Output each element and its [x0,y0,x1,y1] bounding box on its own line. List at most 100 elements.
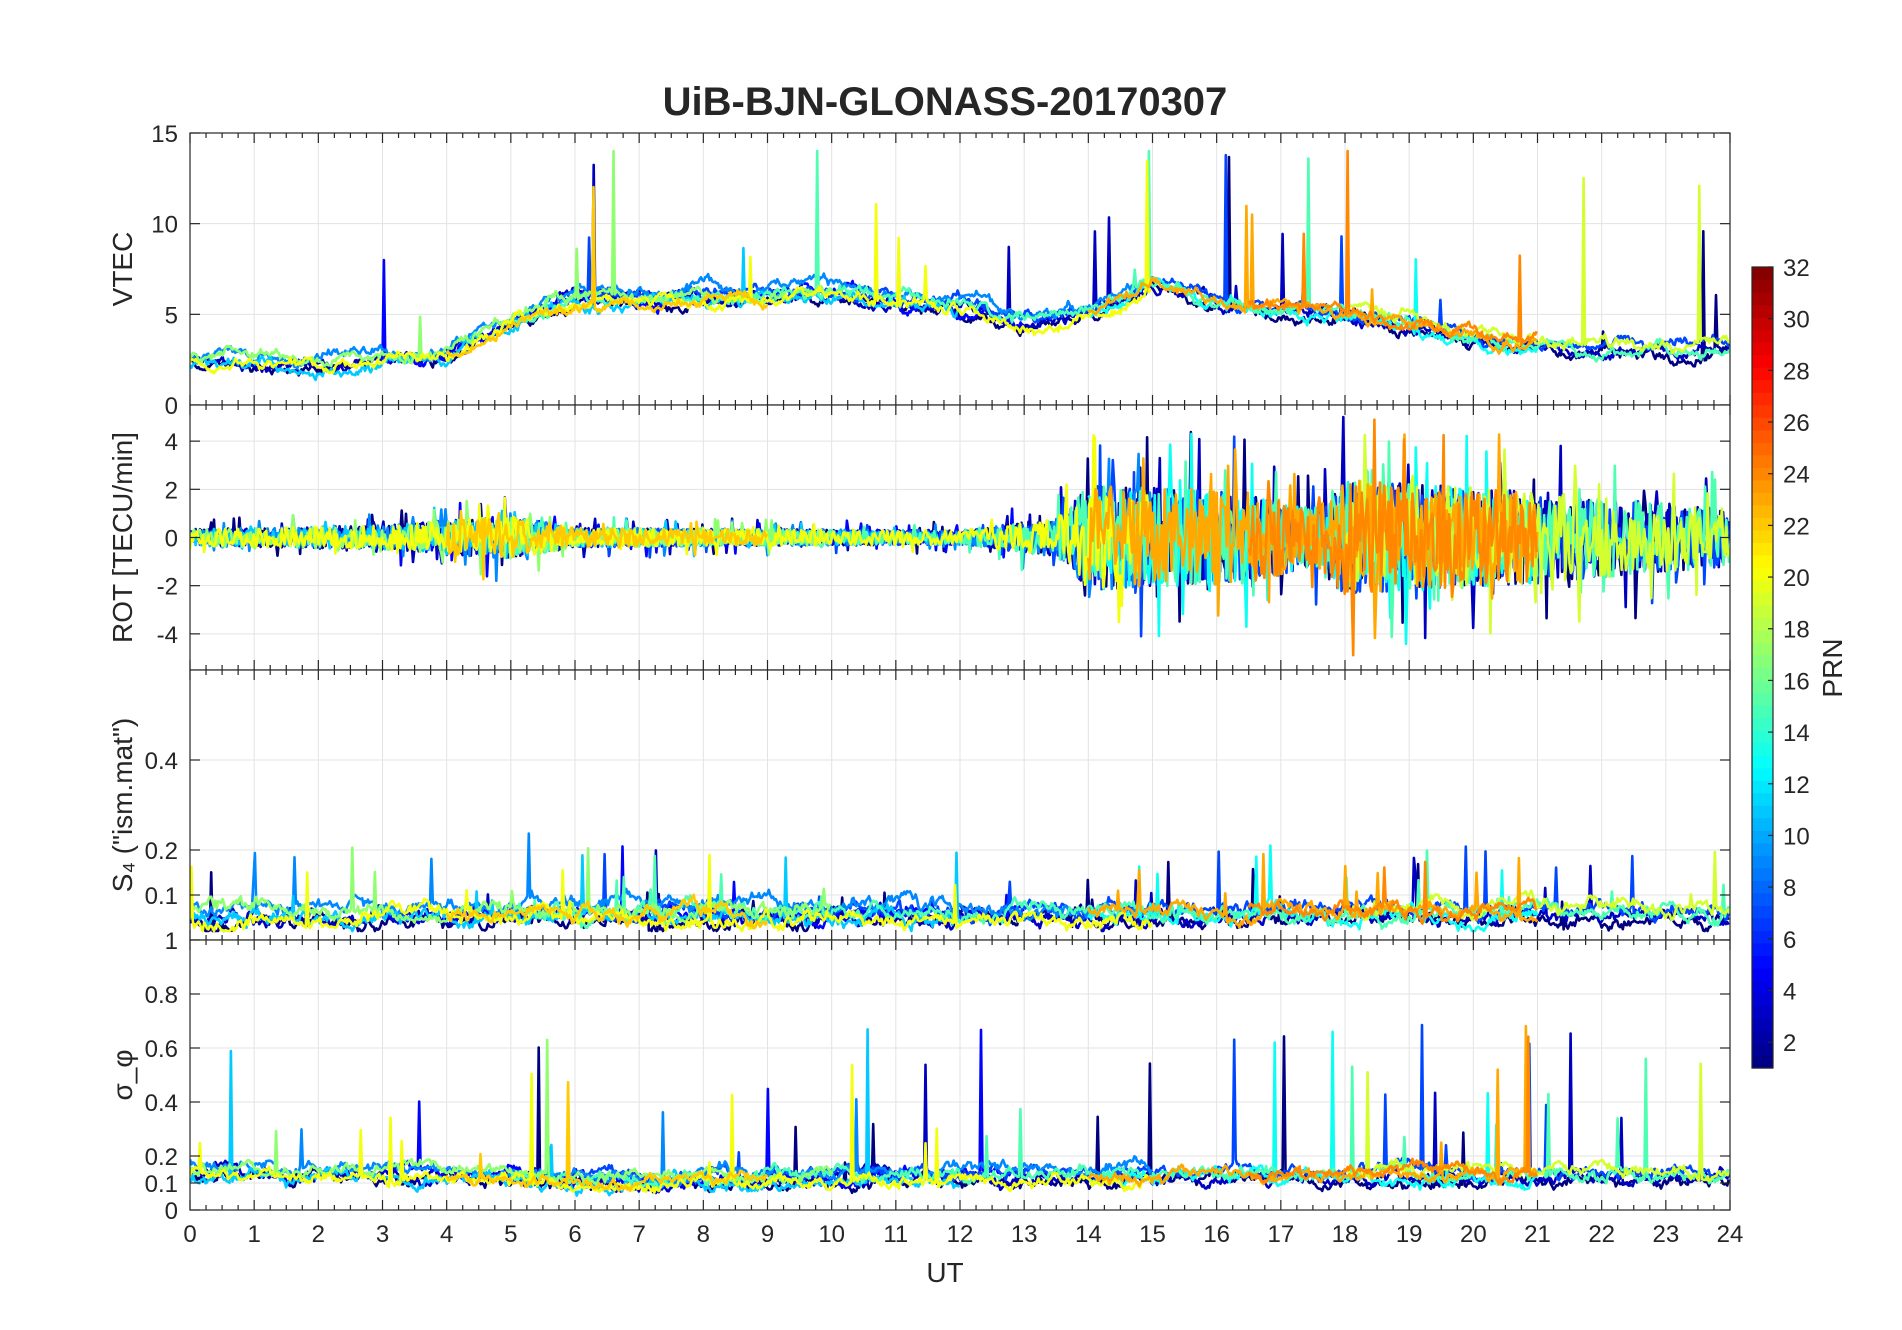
series-prn-22 [445,1080,769,1193]
colorbar-swatch [1752,767,1773,781]
x-tick-label: 16 [1203,1221,1230,1248]
colorbar-tick-label: 22 [1783,513,1810,540]
colorbar-tick-label: 30 [1783,307,1810,334]
colorbar-tick-label: 8 [1783,875,1796,902]
y-axis-label-s4: S₄ ("ism.mat") [107,718,138,892]
colorbar-swatch [1752,454,1773,468]
y-tick-label: 10 [151,212,178,239]
series-prn-19 [1344,850,1730,922]
colorbar-swatch [1752,304,1773,318]
panel-rot: -4 -2 0 2 4 ROT [TECU/min] [107,404,1731,671]
colorbar-swatch [1752,417,1773,431]
y-tick-label: 0.6 [145,1036,178,1063]
colorbar-swatch [1752,1042,1773,1057]
series-prn-24 [1247,149,1538,347]
colorbar-swatch [1752,579,1773,594]
y-tick-label: 0.4 [145,748,178,775]
y-tick-label: 0 [165,1198,178,1225]
x-tick-label: 5 [504,1221,517,1248]
colorbar-swatch [1752,755,1773,769]
colorbar-swatch [1752,917,1773,931]
y-axis-label-rot: ROT [TECU/min] [107,432,138,643]
series-prn-11 [190,246,961,382]
panel-sigphi: 00.10.2 0.4 0.6 0.8 1 σ_φ [107,928,1731,1225]
colorbar-swatch [1752,730,1773,744]
colorbar-frame [1751,266,1774,1069]
colorbar-tick-label: 6 [1783,927,1796,954]
x-tick-label: 20 [1460,1221,1487,1248]
colorbar-swatch [1752,742,1773,756]
colorbar-swatch [1752,442,1773,456]
colorbar-tick-label: 24 [1783,462,1810,489]
y-tick-label: 0 [165,393,178,420]
x-tick-label: 17 [1267,1221,1294,1248]
series-prn-15 [510,1057,1730,1189]
series-prn-19 [1343,433,1730,635]
colorbar-swatch [1752,292,1773,306]
colorbar-tick-label: 10 [1783,823,1810,850]
colorbar-swatch [1752,817,1773,831]
colorbar-swatch [1752,1030,1773,1044]
colorbar-swatch [1752,317,1773,331]
x-tick-label: 3 [376,1221,389,1248]
series-group [190,832,1730,933]
colorbar-swatch [1752,717,1773,731]
colorbar-tick-label: 12 [1783,772,1810,799]
colorbar-swatch [1752,329,1773,343]
colorbar-swatch [1752,980,1773,994]
colorbar-swatch [1752,267,1773,281]
y-axis-label-sigphi: σ_φ [107,1049,138,1100]
colorbar-swatch [1752,654,1773,669]
colorbar-swatch [1752,667,1773,681]
x-tick-label: 12 [947,1221,974,1248]
colorbar-swatch [1752,554,1773,568]
colorbar-tick-label: 16 [1783,668,1810,695]
series-prn-13 [1087,258,1539,356]
colorbar-swatch [1752,404,1773,418]
grid [190,133,1730,405]
panel-vtec: 0 5 10 15 VTEC [107,121,1731,420]
x-tick-label: 18 [1332,1221,1359,1248]
y-tick-label: 0.4 [145,1090,178,1117]
x-tick-label: 21 [1524,1221,1551,1248]
series-prn-22 [445,893,769,930]
series-prn-1 [190,1035,1730,1195]
x-tick-label: 8 [697,1221,710,1248]
colorbar-swatch [1752,542,1773,556]
colorbar-label: PRN [1817,638,1848,697]
colorbar-swatch [1752,279,1773,293]
colorbar-tick-label: 32 [1783,255,1810,282]
colorbar-swatch [1752,942,1773,956]
series-group [190,415,1730,657]
y-tick-label: 0.8 [145,982,178,1009]
series-prn-19 [1344,176,1730,355]
colorbar-swatch [1752,1005,1773,1019]
colorbar-swatch [1752,1017,1773,1032]
colorbar-swatch [1752,617,1773,631]
series-prn-20 [190,159,1152,375]
x-ticks [189,940,1731,1210]
series-prn-24 [1247,860,1538,925]
x-axis-label: UT [926,1257,963,1288]
x-tick-label: 11 [883,1221,908,1248]
x-tick-label: 4 [440,1221,453,1248]
series-prn-20 [190,853,1153,933]
colorbar-tick-label: 4 [1783,978,1796,1005]
colorbar-swatch [1752,429,1773,443]
colorbar-swatch [1752,905,1773,919]
colorbar-swatch [1752,792,1773,806]
y-tick-label: 0.1 [145,883,178,910]
y-tick-label: 0 [165,526,178,553]
colorbar-swatch [1752,567,1773,581]
x-tick-label: 7 [632,1221,645,1248]
x-tick-label: 22 [1588,1221,1615,1248]
colorbar-tick-label: 26 [1783,410,1810,437]
x-tick-label: 10 [818,1221,845,1248]
x-tick-label: 13 [1011,1221,1038,1248]
series-prn-20 [190,434,1153,624]
colorbar-swatch [1752,805,1773,819]
series-prn-22 [445,185,769,358]
chart-title: UiB-BJN-GLONASS-20170307 [663,80,1228,124]
y-tick-label: 4 [165,429,178,456]
